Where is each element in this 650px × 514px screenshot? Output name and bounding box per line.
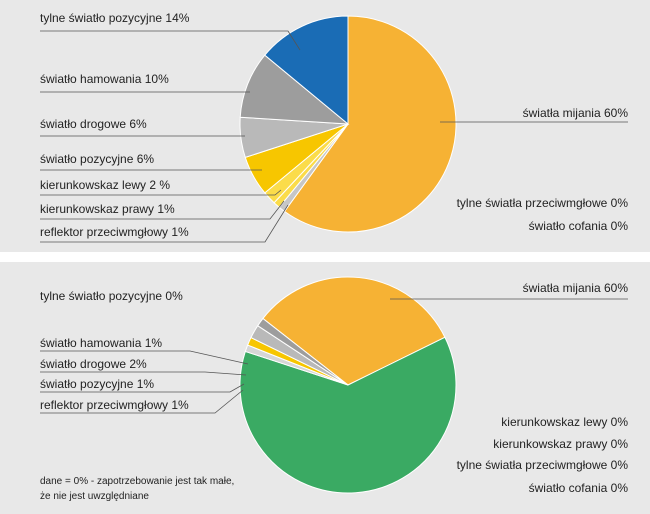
pie-slice-0 [262,276,446,386]
leader-line-5 [40,200,285,220]
label-reflektor-przeciwmglowy: reflektor przeciwmgłowy 1% [40,225,189,239]
label-swiatla-mijania: światła mijania 60% [523,281,629,295]
label-kierunkowskaz-lewy: kierunkowskaz lewy 2 % [40,178,170,192]
label-swiatlo-hamowania: światło hamowania 10% [40,72,169,86]
label-tylne-swiatlo-pozycyjne: tylne światło pozycyjne 0% [40,289,183,303]
leader-line-4 [40,189,282,196]
label-reflektor-przeciwmglowy: reflektor przeciwmgłowy 1% [40,398,189,412]
label-swiatlo-drogowe: światło drogowe 6% [40,117,147,131]
label-tylne-swiatla-przeciwmglowe: tylne światła przeciwmgłowe 0% [457,458,629,472]
label-swiatlo-pozycyjne: światło pozycyjne 1% [40,377,154,391]
label-swiatlo-cofania: światło cofania 0% [529,481,629,495]
footnote-line-2: że nie jest uwzględniane [40,491,149,502]
label-swiatlo-hamowania: światło hamowania 1% [40,336,162,350]
footnote-line-1: dane = 0% - zapotrzebowanie jest tak mał… [40,476,234,487]
label-tylne-swiatlo-pozycyjne: tylne światło pozycyjne 14% [40,11,190,25]
pie-slice-5 [257,317,349,386]
top-chart-panel: tylne światło pozycyjne 14% światło hamo… [0,0,650,252]
label-swiatlo-pozycyjne: światło pozycyjne 6% [40,152,154,166]
label-kierunkowskaz-prawy: kierunkowskaz prawy 0% [493,437,628,451]
bottom-chart-panel: tylne światło pozycyjne 0% światło hamow… [0,262,650,514]
leader-line-1 [40,350,249,365]
label-kierunkowskaz-prawy: kierunkowskaz prawy 1% [40,202,175,216]
pie-slice-0 [283,15,457,233]
bottom-pie-chart: tylne światło pozycyjne 0% światło hamow… [40,276,629,502]
label-swiatlo-cofania: światło cofania 0% [529,219,629,233]
leader-line-2 [40,371,247,376]
label-kierunkowskaz-lewy: kierunkowskaz lewy 0% [501,415,628,429]
pie-slice-7 [264,15,349,126]
label-swiatla-mijania: światła mijania 60% [523,106,629,120]
label-swiatlo-drogowe: światło drogowe 2% [40,357,147,371]
leader-line-3 [40,383,245,393]
leader-line-6 [40,204,289,243]
label-tylne-swiatla-przeciwmglowe: tylne światła przeciwmgłowe 0% [457,196,629,210]
leader-line-0 [40,30,301,51]
top-pie-chart: tylne światło pozycyjne 14% światło hamo… [40,11,629,243]
pie-slice-1 [239,336,457,494]
leader-line-4 [40,389,244,414]
